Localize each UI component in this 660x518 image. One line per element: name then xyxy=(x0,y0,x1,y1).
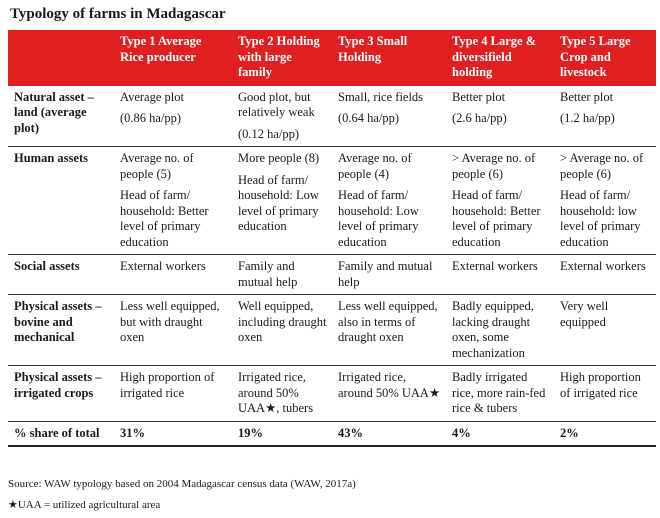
column-header-type-5: Type 5 Large Crop and livestock xyxy=(554,30,656,86)
table-cell: Better plot (2.6 ha/pp) xyxy=(446,85,554,147)
table-row-human-assets: Human assets Average no. of people (5) H… xyxy=(8,146,656,255)
row-label: Human assets xyxy=(8,146,114,255)
column-header-type-2: Type 2 Holding with large family xyxy=(232,30,332,86)
table-cell: > Average no. of people (6) Head of farm… xyxy=(446,146,554,255)
table-cell: High proportion of irrigated rice xyxy=(114,365,232,422)
table-row-physical-irrigated: Physical assets – irrigated crops High p… xyxy=(8,365,656,422)
table-cell: Small, rice fields (0.64 ha/pp) xyxy=(332,85,446,147)
table-cell: External workers xyxy=(446,254,554,295)
table-cell: 43% xyxy=(332,421,446,447)
table-cell: Good plot, but relatively weak (0.12 ha/… xyxy=(232,85,332,147)
table-cell: Badly irrigated rice, more rain-fed rice… xyxy=(446,365,554,422)
table-cell: High proportion of irrigated rice xyxy=(554,365,656,422)
table-cell: 19% xyxy=(232,421,332,447)
row-label: Physical assets – bovine and mechanical xyxy=(8,294,114,366)
table-cell: Irrigated rice, around 50% UAA★ xyxy=(332,365,446,422)
table-cell: Average no. of people (5) Head of farm/ … xyxy=(114,146,232,255)
table-cell: 4% xyxy=(446,421,554,447)
table-row-total-share: % share of total 31% 19% 43% 4% 2% xyxy=(8,421,656,447)
farm-typology-table: Type 1 Average Rice producer Type 2 Hold… xyxy=(8,30,656,447)
column-header-type-3: Type 3 Small Holding xyxy=(332,30,446,86)
table-cell: More people (8) Head of farm/ household:… xyxy=(232,146,332,255)
table-cell: External workers xyxy=(554,254,656,295)
table-header-row: Type 1 Average Rice producer Type 2 Hold… xyxy=(8,30,656,86)
page-title: Typology of farms in Madagascar xyxy=(10,6,226,22)
table-cell: Family and mutual help xyxy=(232,254,332,295)
table-row-social-assets: Social assets External workers Family an… xyxy=(8,254,656,295)
table-row-physical-bovine: Physical assets – bovine and mechanical … xyxy=(8,294,656,366)
table-cell: Well equipped, including draught oxen xyxy=(232,294,332,366)
row-label: Physical assets – irrigated crops xyxy=(8,365,114,422)
table-cell: Less well equipped, but with draught oxe… xyxy=(114,294,232,366)
table-cell: Irrigated rice, around 50% UAA★, tubers xyxy=(232,365,332,422)
row-label: Social assets xyxy=(8,254,114,295)
source-note: Source: WAW typology based on 2004 Madag… xyxy=(8,478,356,490)
table-cell: > Average no. of people (6) Head of farm… xyxy=(554,146,656,255)
table-cell: 2% xyxy=(554,421,656,447)
footnote-uaa: ★UAA = utilized agricultural area xyxy=(8,499,161,511)
table-cell: Very well equipped xyxy=(554,294,656,366)
table-cell: 31% xyxy=(114,421,232,447)
table-cell: Better plot (1.2 ha/pp) xyxy=(554,85,656,147)
row-label: Natural asset – land (average plot) xyxy=(8,85,114,147)
row-label: % share of total xyxy=(8,421,114,447)
table-cell: Badly equipped, lacking draught oxen, so… xyxy=(446,294,554,366)
table-cell: External workers xyxy=(114,254,232,295)
header-corner xyxy=(8,30,114,86)
column-header-type-1: Type 1 Average Rice producer xyxy=(114,30,232,86)
table-cell: Average no. of people (4) Head of farm/ … xyxy=(332,146,446,255)
column-header-type-4: Type 4 Large & diversifield holding xyxy=(446,30,554,86)
table-cell: Average plot (0.86 ha/pp) xyxy=(114,85,232,147)
table-cell: Less well equipped, also in terms of dra… xyxy=(332,294,446,366)
table-cell: Family and mutual help xyxy=(332,254,446,295)
table-row-natural-asset: Natural asset – land (average plot) Aver… xyxy=(8,85,656,147)
